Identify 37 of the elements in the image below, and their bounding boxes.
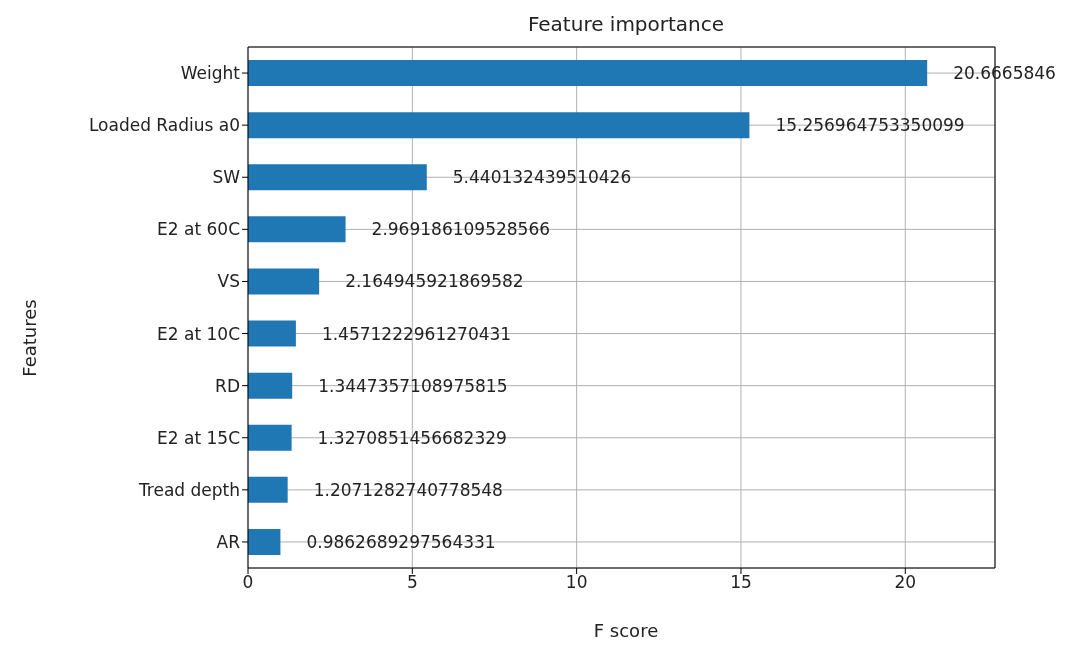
x-tick-label: 20 bbox=[894, 572, 917, 593]
data-label: 1.2071282740778548 bbox=[313, 479, 503, 500]
y-axis-title: Features bbox=[18, 299, 40, 377]
bar bbox=[248, 268, 320, 295]
data-label: 15.256964753350099 bbox=[775, 115, 965, 136]
data-label: 1.3447357108975815 bbox=[318, 375, 508, 396]
bar bbox=[248, 112, 750, 139]
y-tick-label: AR bbox=[216, 531, 241, 552]
data-label: 2.164945921869582 bbox=[345, 271, 524, 292]
bar bbox=[248, 424, 292, 451]
data-label: 1.3270851456682329 bbox=[317, 427, 507, 448]
x-tick-label: 15 bbox=[730, 572, 752, 593]
y-tick-label: SW bbox=[212, 167, 241, 188]
data-label: 5.440132439510426 bbox=[452, 167, 632, 188]
y-tick-label: Weight bbox=[180, 63, 241, 84]
bar bbox=[248, 372, 293, 399]
y-tick-label: Loaded Radius a0 bbox=[88, 115, 240, 136]
x-tick-label: 5 bbox=[406, 572, 418, 593]
bar bbox=[248, 164, 427, 191]
data-label: 0.9862689297564331 bbox=[306, 531, 496, 552]
y-tick-label: E2 at 60C bbox=[157, 219, 240, 240]
x-tick-label: 0 bbox=[242, 572, 254, 593]
bar bbox=[248, 320, 296, 347]
y-tick-label: E2 at 10C bbox=[157, 323, 240, 344]
y-tick-label: VS bbox=[217, 271, 240, 292]
x-axis-title: F score bbox=[592, 620, 660, 641]
bar bbox=[248, 216, 346, 243]
chart-title: Feature importance bbox=[526, 12, 726, 36]
x-tick-label: 10 bbox=[565, 572, 588, 593]
y-tick-label: Tread depth bbox=[137, 479, 240, 500]
bar bbox=[248, 476, 288, 503]
data-label: 1.4571222961270431 bbox=[321, 323, 512, 344]
bar bbox=[248, 60, 928, 87]
bar bbox=[248, 528, 281, 555]
data-label: 2.969186109528566 bbox=[371, 219, 551, 240]
y-tick-label: RD bbox=[215, 375, 240, 396]
y-tick-label: E2 at 15C bbox=[157, 427, 240, 448]
